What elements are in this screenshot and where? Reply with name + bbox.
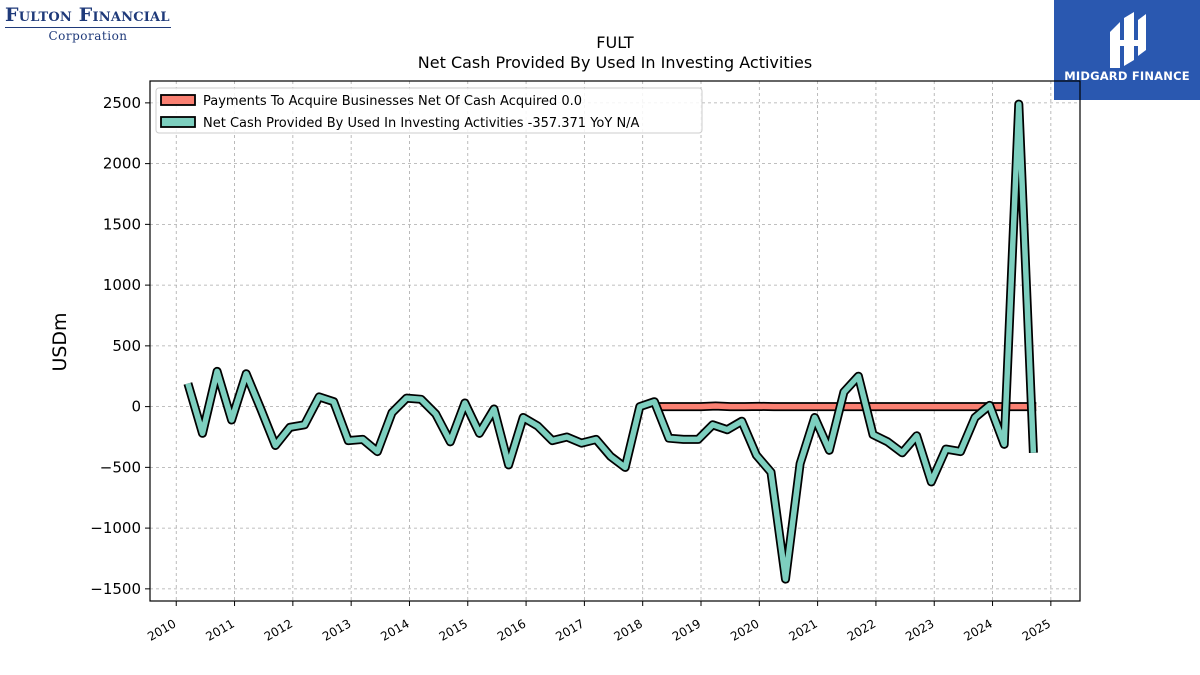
x-tick-label: 2016 xyxy=(495,616,528,643)
company-logo-subtitle: Corporation xyxy=(48,29,128,43)
y-tick-label: 500 xyxy=(112,337,141,355)
y-tick-label: 2000 xyxy=(103,155,141,173)
legend: Payments To Acquire Businesses Net Of Ca… xyxy=(155,87,703,134)
brand-badge: MIDGARD FINANCE xyxy=(1054,0,1200,100)
series-1-outline xyxy=(183,99,1038,584)
brand-badge-label: MIDGARD FINANCE xyxy=(1064,69,1190,83)
chart-title: FULT xyxy=(596,33,634,52)
legend-swatch xyxy=(160,94,196,106)
x-tick-label: 2024 xyxy=(961,616,994,643)
y-tick-label: −1500 xyxy=(90,580,141,598)
x-tick-label: 2017 xyxy=(553,616,586,643)
plot-frame xyxy=(149,80,1081,602)
y-tick-label: 0 xyxy=(131,398,141,416)
company-logo: Fulton Financial Corporation xyxy=(5,4,175,46)
legend-label: Net Cash Provided By Used In Investing A… xyxy=(203,116,640,131)
x-tick-label: 2020 xyxy=(728,616,761,643)
brand-mark-icon xyxy=(1110,12,1146,68)
y-tick-label: −500 xyxy=(100,458,141,476)
x-tick-label: 2021 xyxy=(786,616,819,643)
grid xyxy=(150,81,1080,601)
series-0-line xyxy=(657,403,1037,410)
x-tick-label: 2019 xyxy=(670,616,703,643)
y-axis: −1500 −1000 −500 0 500 1000 1500 2000 2500 xyxy=(90,94,150,598)
legend-swatch xyxy=(160,116,196,128)
x-axis: 2010 2011 2012 2013 2014 2015 2016 2017 2018 2019… xyxy=(145,601,1053,644)
company-logo-name: Fulton Financial xyxy=(5,4,170,26)
y-tick-label: 2500 xyxy=(103,94,141,112)
x-tick-label: 2013 xyxy=(320,616,353,643)
series-1-line xyxy=(185,101,1037,582)
y-axis-label: USDm xyxy=(49,312,71,371)
x-tick-label: 2014 xyxy=(378,616,411,643)
x-tick-label: 2011 xyxy=(203,616,236,643)
x-tick-label: 2012 xyxy=(262,616,295,643)
x-tick-label: 2022 xyxy=(845,616,878,643)
x-tick-label: 2023 xyxy=(903,616,936,643)
x-tick-label: 2010 xyxy=(145,616,178,643)
y-tick-label: −1000 xyxy=(90,519,141,537)
x-tick-label: 2025 xyxy=(1020,616,1053,643)
x-tick-label: 2015 xyxy=(437,616,470,643)
chart-subtitle: Net Cash Provided By Used In Investing A… xyxy=(418,53,812,72)
y-tick-label: 1000 xyxy=(103,276,141,294)
company-logo-rule xyxy=(5,27,171,28)
plot-series xyxy=(183,99,1038,584)
y-tick-label: 1500 xyxy=(103,215,141,233)
legend-box xyxy=(155,87,703,134)
legend-label: Payments To Acquire Businesses Net Of Ca… xyxy=(203,94,582,109)
x-tick-label: 2018 xyxy=(612,616,645,643)
